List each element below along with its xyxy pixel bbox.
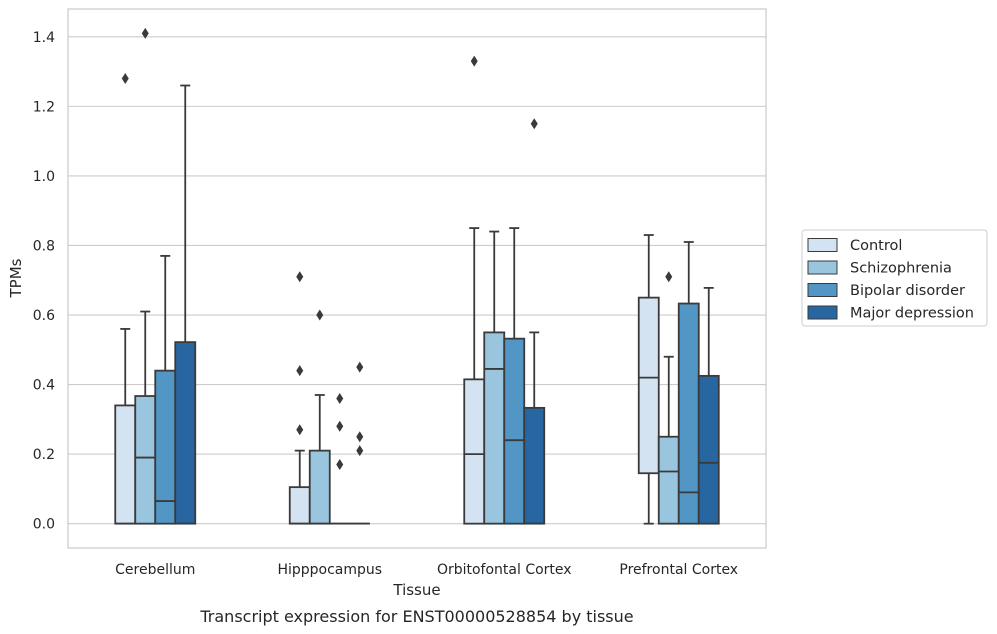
- y-tick-labels: 0.0 0.2 0.4 0.6 0.8 1.0 1.2 1.4: [33, 30, 55, 533]
- box-0-3: [174, 84, 197, 525]
- box-body: [134, 395, 157, 525]
- box-body: [174, 341, 197, 525]
- y-tick-label: 1.4: [33, 30, 55, 46]
- legend-label: Control: [850, 238, 902, 254]
- box-body: [308, 449, 331, 525]
- chart-caption: Transcript expression for ENST0000052885…: [199, 607, 633, 626]
- outlier-marker: [470, 55, 478, 67]
- outlier-marker: [336, 420, 344, 432]
- legend-swatch: [807, 305, 838, 320]
- outlier-marker: [316, 309, 324, 321]
- outlier-marker: [336, 392, 344, 404]
- outlier-marker: [356, 361, 364, 373]
- box-3-3: [697, 286, 720, 525]
- y-tick-label: 0.8: [33, 238, 55, 254]
- box-1-3: [349, 361, 370, 525]
- box-2-0: [463, 55, 486, 525]
- box-body: [114, 404, 137, 525]
- box-2-3: [523, 118, 546, 525]
- y-axis-label: TPMs: [7, 258, 25, 298]
- box-1-0: [288, 271, 311, 525]
- box-1-2: [329, 392, 350, 525]
- plot-frame: [67, 8, 767, 549]
- outlier-marker: [296, 365, 304, 377]
- outlier-marker: [665, 271, 673, 283]
- box-body: [677, 302, 700, 525]
- x-tick-label: Prefrontal Cortex: [619, 562, 738, 578]
- y-tick-label: 1.0: [33, 169, 55, 185]
- box-0-0: [114, 73, 137, 525]
- outlier-marker: [141, 27, 149, 39]
- box-body: [697, 374, 720, 525]
- x-tick-label: Cerebellum: [115, 562, 195, 578]
- x-axis-label: Tissue: [392, 581, 440, 599]
- legend-label: Schizophrenia: [850, 261, 952, 277]
- outlier-marker: [356, 431, 364, 443]
- legend: Control Schizophrenia Bipolar disorder Majo…: [801, 229, 988, 327]
- box-0-2: [154, 254, 177, 525]
- outlier-marker: [336, 459, 344, 471]
- box-body: [657, 435, 680, 525]
- box-3-1: [657, 271, 680, 525]
- box-body: [637, 296, 660, 475]
- box-body: [503, 337, 526, 525]
- y-tick-label: 0.4: [33, 378, 55, 394]
- legend-label: Major depression: [850, 306, 974, 322]
- y-tick-label: 0.6: [33, 308, 55, 324]
- outlier-marker: [296, 271, 304, 283]
- box-2-2: [503, 227, 526, 525]
- box-3-2: [677, 241, 700, 525]
- plot-boxes: [114, 27, 720, 525]
- box-body: [483, 331, 506, 525]
- y-tick-label: 0.0: [33, 517, 55, 533]
- x-tick-label: Hipppocampus: [277, 562, 382, 578]
- box-2-1: [483, 230, 506, 525]
- box-body: [288, 486, 311, 525]
- legend-swatch: [807, 238, 838, 252]
- legend-label: Bipolar disorder: [850, 283, 965, 299]
- x-tick-labels: Cerebellum Hipppocampus Orbitofontal Corte…: [115, 562, 738, 578]
- x-tick-label: Orbitofontal Cortex: [437, 562, 572, 578]
- outlier-marker: [121, 73, 129, 85]
- y-tick-label: 0.2: [33, 447, 55, 463]
- legend-frame: [801, 229, 988, 327]
- box-1-1: [308, 309, 331, 525]
- outlier-marker: [356, 445, 364, 457]
- box-body: [523, 406, 546, 525]
- box-3-0: [637, 234, 660, 525]
- outlier-marker: [530, 118, 538, 130]
- outlier-marker: [296, 424, 304, 436]
- legend-swatch: [807, 283, 838, 297]
- box-0-1: [134, 27, 157, 525]
- legend-swatch: [807, 260, 838, 275]
- y-tick-label: 1.2: [33, 99, 55, 115]
- box-body: [463, 378, 486, 525]
